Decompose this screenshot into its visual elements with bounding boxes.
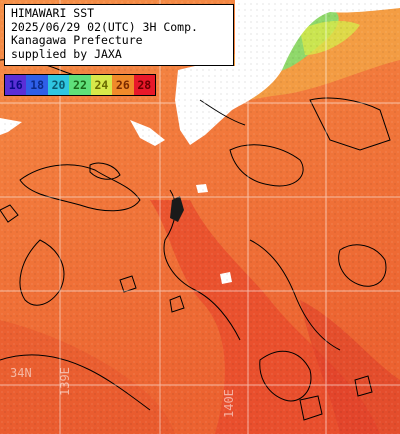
legend-swatch-28: 28: [133, 75, 155, 95]
legend-swatch-24: 24: [90, 75, 113, 95]
legend-swatch-18: 18: [26, 75, 48, 95]
legend-swatch-26: 26: [112, 75, 134, 95]
title-line-source: supplied by JAXA: [11, 46, 122, 61]
title-line-region: Kanagawa Prefecture: [11, 33, 143, 47]
longitude-label-140e: 140E: [222, 389, 236, 418]
legend-swatch-22: 22: [69, 75, 91, 95]
title-box: HIMAWARI SST 2025/06/29 02(UTC) 3H Comp.…: [4, 4, 234, 66]
longitude-label-139e: 139E: [58, 367, 72, 396]
contour-cluster-center: [170, 196, 184, 222]
title-line-datetime: 2025/06/29 02(UTC) 3H Comp.: [11, 19, 198, 34]
temperature-legend: 16 18 20 22 24 26 28: [4, 74, 156, 96]
legend-swatch-20: 20: [47, 75, 70, 95]
legend-swatch-16: 16: [5, 75, 27, 95]
title-line-dataset: HIMAWARI SST: [11, 6, 95, 20]
latitude-label: 34N: [10, 366, 32, 380]
